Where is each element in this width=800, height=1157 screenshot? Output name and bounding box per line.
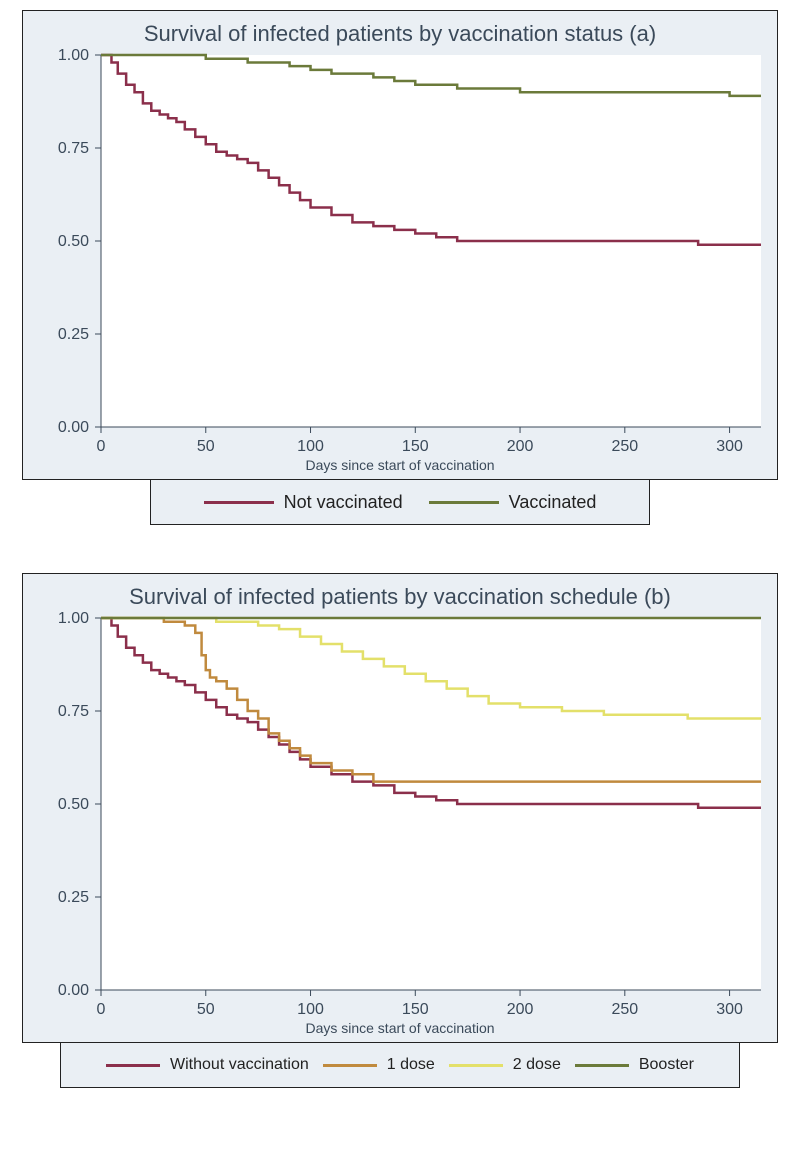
svg-text:300: 300 [716, 438, 743, 455]
legend-a-item-not-vaccinated: Not vaccinated [204, 492, 403, 513]
legend-label-not-vaccinated: Not vaccinated [284, 492, 403, 513]
svg-text:0.50: 0.50 [58, 233, 89, 250]
legend-swatch-without [106, 1064, 160, 1067]
legend-b-item-without: Without vaccination [106, 1056, 309, 1074]
legend-swatch-booster [575, 1064, 629, 1067]
panel-a-title: Survival of infected patients by vaccina… [23, 21, 777, 47]
legend-label-without: Without vaccination [170, 1056, 309, 1074]
panel-a-xlabel: Days since start of vaccination [23, 457, 777, 473]
panel-b-xlabel: Days since start of vaccination [23, 1020, 777, 1036]
legend-swatch-not-vaccinated [204, 501, 274, 504]
svg-text:0: 0 [97, 438, 106, 455]
legend-label-vaccinated: Vaccinated [509, 492, 597, 513]
svg-text:1.00: 1.00 [58, 47, 89, 64]
svg-text:250: 250 [611, 438, 638, 455]
panel-gap [22, 525, 778, 573]
legend-swatch-2dose [449, 1064, 503, 1067]
svg-text:0.00: 0.00 [58, 982, 89, 999]
legend-label-booster: Booster [639, 1056, 694, 1074]
legend-b-item-booster: Booster [575, 1056, 694, 1074]
svg-text:0.25: 0.25 [58, 326, 89, 343]
legend-label-2dose: 2 dose [513, 1056, 561, 1074]
svg-text:50: 50 [197, 1001, 215, 1018]
svg-text:0.75: 0.75 [58, 703, 89, 720]
panel-b-title: Survival of infected patients by vaccina… [23, 584, 777, 610]
legend-b: Without vaccination 1 dose 2 dose Booste… [60, 1042, 740, 1088]
figure-container: Survival of infected patients by vaccina… [0, 0, 800, 1157]
svg-text:0.25: 0.25 [58, 889, 89, 906]
svg-text:100: 100 [297, 438, 324, 455]
panel-a: Survival of infected patients by vaccina… [22, 10, 778, 480]
svg-text:100: 100 [297, 1001, 324, 1018]
svg-text:50: 50 [197, 438, 215, 455]
svg-text:250: 250 [611, 1001, 638, 1018]
svg-text:0.50: 0.50 [58, 796, 89, 813]
svg-text:0: 0 [97, 1001, 106, 1018]
legend-a: Not vaccinated Vaccinated [150, 479, 650, 525]
legend-a-item-vaccinated: Vaccinated [429, 492, 597, 513]
svg-text:200: 200 [507, 1001, 534, 1018]
legend-b-item-1dose: 1 dose [323, 1056, 435, 1074]
panel-a-svg: 0.00 0.25 0.50 0.75 1.00 0 50 100 150 200 250 300 [23, 11, 779, 481]
legend-label-1dose: 1 dose [387, 1056, 435, 1074]
svg-text:0.75: 0.75 [58, 140, 89, 157]
legend-swatch-1dose [323, 1064, 377, 1067]
svg-text:0.00: 0.00 [58, 419, 89, 436]
panel-b: Survival of infected patients by vaccina… [22, 573, 778, 1043]
legend-b-item-2dose: 2 dose [449, 1056, 561, 1074]
svg-text:200: 200 [507, 438, 534, 455]
svg-text:150: 150 [402, 438, 429, 455]
svg-text:150: 150 [402, 1001, 429, 1018]
legend-swatch-vaccinated [429, 501, 499, 504]
panel-b-svg: 0.00 0.25 0.50 0.75 1.00 0 50 100 150 200 250 300 [23, 574, 779, 1044]
svg-text:300: 300 [716, 1001, 743, 1018]
svg-text:1.00: 1.00 [58, 610, 89, 627]
